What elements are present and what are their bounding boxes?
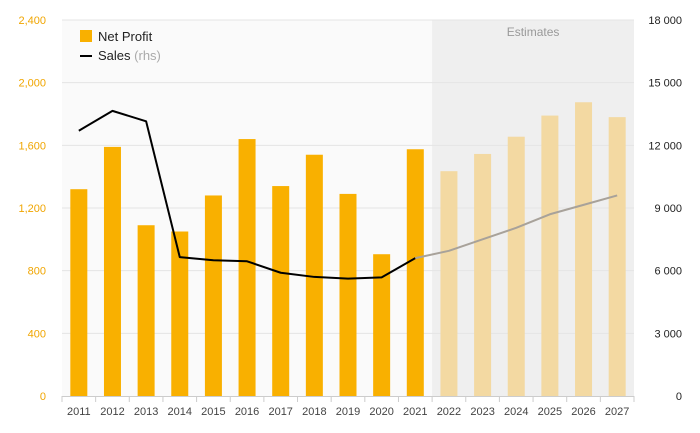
x-tick-label-2025: 2025: [538, 406, 562, 418]
x-tick-label-2019: 2019: [336, 406, 360, 418]
y-left-tick-label: 1,600: [18, 140, 46, 152]
net-profit-bar-2014: [171, 231, 189, 396]
sales-line: [78, 109, 618, 280]
y-right-tick-label: 0: [676, 391, 682, 403]
x-tick-label-2011: 2011: [67, 406, 91, 418]
x-tick-label-2018: 2018: [302, 406, 326, 418]
legend: Net Profit Sales (rhs): [80, 29, 161, 63]
y-left-tick-label: 2,400: [18, 15, 46, 27]
net-profit-bar-2027: [608, 117, 626, 396]
x-tick-label-2015: 2015: [201, 406, 225, 418]
sales-line-estimate: [415, 194, 618, 260]
net-profit-bar-2015: [204, 195, 222, 396]
x-tick-label-2020: 2020: [369, 406, 393, 418]
x-tick-label-2021: 2021: [403, 406, 427, 418]
x-tick-label-2023: 2023: [470, 406, 494, 418]
x-tick-label-2026: 2026: [571, 406, 595, 418]
y-axis-right: 0 3 000 6 000 9 000 12 000 15 000 18 000: [648, 15, 682, 403]
net-profit-bar-2024: [507, 136, 525, 396]
legend-swatch-net-profit: [80, 30, 92, 42]
net-profit-bar-2023: [474, 153, 492, 396]
x-tick-label-2027: 2027: [605, 406, 629, 418]
x-axis: 2011 2012 2013 2014 2015 2016 2017 2018 2019 2020…: [61, 396, 635, 418]
legend-label-sales-suffix: (rhs): [134, 48, 161, 63]
x-tick-label-2024: 2024: [504, 406, 528, 418]
y-left-tick-label: 1,200: [18, 203, 46, 215]
y-right-tick-label: 15 000: [648, 78, 682, 90]
y-right-tick-label: 3 000: [654, 328, 682, 340]
legend-label-sales-name: Sales: [98, 48, 131, 63]
x-tick-label-2013: 2013: [134, 406, 158, 418]
y-left-tick-label: 800: [28, 266, 46, 278]
net-profit-bar-2021: [406, 149, 424, 396]
net-profit-bar-2016: [238, 139, 256, 397]
net-profit-bar-2025: [541, 115, 559, 397]
x-tick-label-2012: 2012: [100, 406, 124, 418]
net-profit-bar-2018: [305, 154, 323, 396]
x-tick-label-2016: 2016: [235, 406, 259, 418]
net-profit-bar-2011: [70, 189, 88, 396]
y-right-tick-label: 18 000: [648, 15, 682, 27]
net-profit-bar-2012: [103, 146, 121, 396]
sales-line-actual: [78, 109, 416, 280]
legend-label-net-profit: Net Profit: [98, 29, 153, 44]
y-left-tick-label: 400: [28, 328, 46, 340]
net-profit-bar-2026: [575, 102, 593, 396]
x-tick-label-2017: 2017: [268, 406, 292, 418]
net-profit-bar-2013: [137, 225, 155, 396]
net-profit-bar-2017: [272, 186, 290, 396]
net-profit-bar-2019: [339, 193, 357, 396]
y-left-tick-label: 2,000: [18, 78, 46, 90]
y-right-tick-label: 12 000: [648, 140, 682, 152]
y-right-tick-label: 9 000: [654, 203, 682, 215]
x-tick-label-2014: 2014: [168, 406, 192, 418]
y-axis-left: 0 400 800 1,200 1,600 2,000 2,400: [18, 15, 46, 403]
estimates-label: Estimates: [507, 25, 560, 39]
legend-label-sales: Sales (rhs): [98, 48, 161, 63]
y-left-tick-label: 0: [40, 391, 46, 403]
net-profit-bars: [70, 102, 626, 397]
net-profit-bar-2022: [440, 171, 458, 396]
y-right-tick-label: 6 000: [654, 266, 682, 278]
x-tick-label-2022: 2022: [437, 406, 461, 418]
net-profit-bar-2020: [373, 254, 391, 396]
